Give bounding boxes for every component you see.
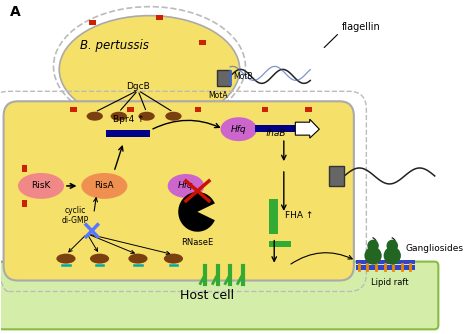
FancyBboxPatch shape xyxy=(0,262,438,329)
Ellipse shape xyxy=(138,112,155,121)
FancyBboxPatch shape xyxy=(4,101,354,281)
Circle shape xyxy=(365,247,382,265)
Bar xyxy=(269,199,278,234)
Bar xyxy=(22,165,27,172)
Text: cyclic
di-GMP: cyclic di-GMP xyxy=(62,206,89,225)
Ellipse shape xyxy=(164,254,183,264)
Text: flagellin: flagellin xyxy=(341,22,380,32)
Wedge shape xyxy=(178,192,215,232)
Bar xyxy=(331,175,336,182)
Bar xyxy=(70,107,76,112)
Text: B: B xyxy=(10,166,21,180)
Bar xyxy=(200,39,206,44)
Text: DgcB: DgcB xyxy=(126,82,150,91)
Bar xyxy=(156,15,163,20)
Text: A: A xyxy=(10,5,21,19)
Bar xyxy=(255,125,295,132)
Bar xyxy=(217,70,230,86)
Ellipse shape xyxy=(59,16,240,123)
Ellipse shape xyxy=(168,174,204,198)
Circle shape xyxy=(386,240,398,252)
Bar xyxy=(269,241,291,247)
Ellipse shape xyxy=(18,173,64,199)
Text: Bpr4 ↑: Bpr4 ↑ xyxy=(112,115,144,124)
Ellipse shape xyxy=(165,112,182,121)
Text: Gangliosides: Gangliosides xyxy=(406,244,464,253)
Bar xyxy=(22,200,27,207)
Bar xyxy=(262,107,268,112)
Ellipse shape xyxy=(220,117,257,141)
Bar xyxy=(356,265,415,270)
Text: FHA ↑: FHA ↑ xyxy=(285,211,313,220)
Text: RisK: RisK xyxy=(31,181,51,190)
Text: fhaB: fhaB xyxy=(265,129,285,138)
Bar xyxy=(194,107,201,112)
Ellipse shape xyxy=(128,254,147,264)
Ellipse shape xyxy=(87,112,103,121)
Text: RNaseE: RNaseE xyxy=(182,238,214,247)
Text: Host cell: Host cell xyxy=(180,289,234,302)
Text: Hfq: Hfq xyxy=(178,181,194,190)
Text: RisA: RisA xyxy=(94,181,114,190)
Ellipse shape xyxy=(90,254,109,264)
Text: MotB: MotB xyxy=(233,72,253,81)
Text: MotA: MotA xyxy=(209,91,228,100)
Bar xyxy=(106,130,150,137)
Circle shape xyxy=(367,240,379,252)
Ellipse shape xyxy=(110,112,127,121)
Ellipse shape xyxy=(56,254,75,264)
Polygon shape xyxy=(295,119,319,138)
Bar xyxy=(305,107,311,112)
Text: Hfq: Hfq xyxy=(231,125,246,134)
Ellipse shape xyxy=(82,173,128,199)
Text: Lipid raft: Lipid raft xyxy=(371,278,408,287)
Bar xyxy=(329,166,344,186)
Circle shape xyxy=(383,247,401,265)
Text: B. pertussis: B. pertussis xyxy=(80,39,148,52)
Bar xyxy=(89,20,96,25)
Bar xyxy=(128,107,134,112)
Bar xyxy=(356,260,415,264)
